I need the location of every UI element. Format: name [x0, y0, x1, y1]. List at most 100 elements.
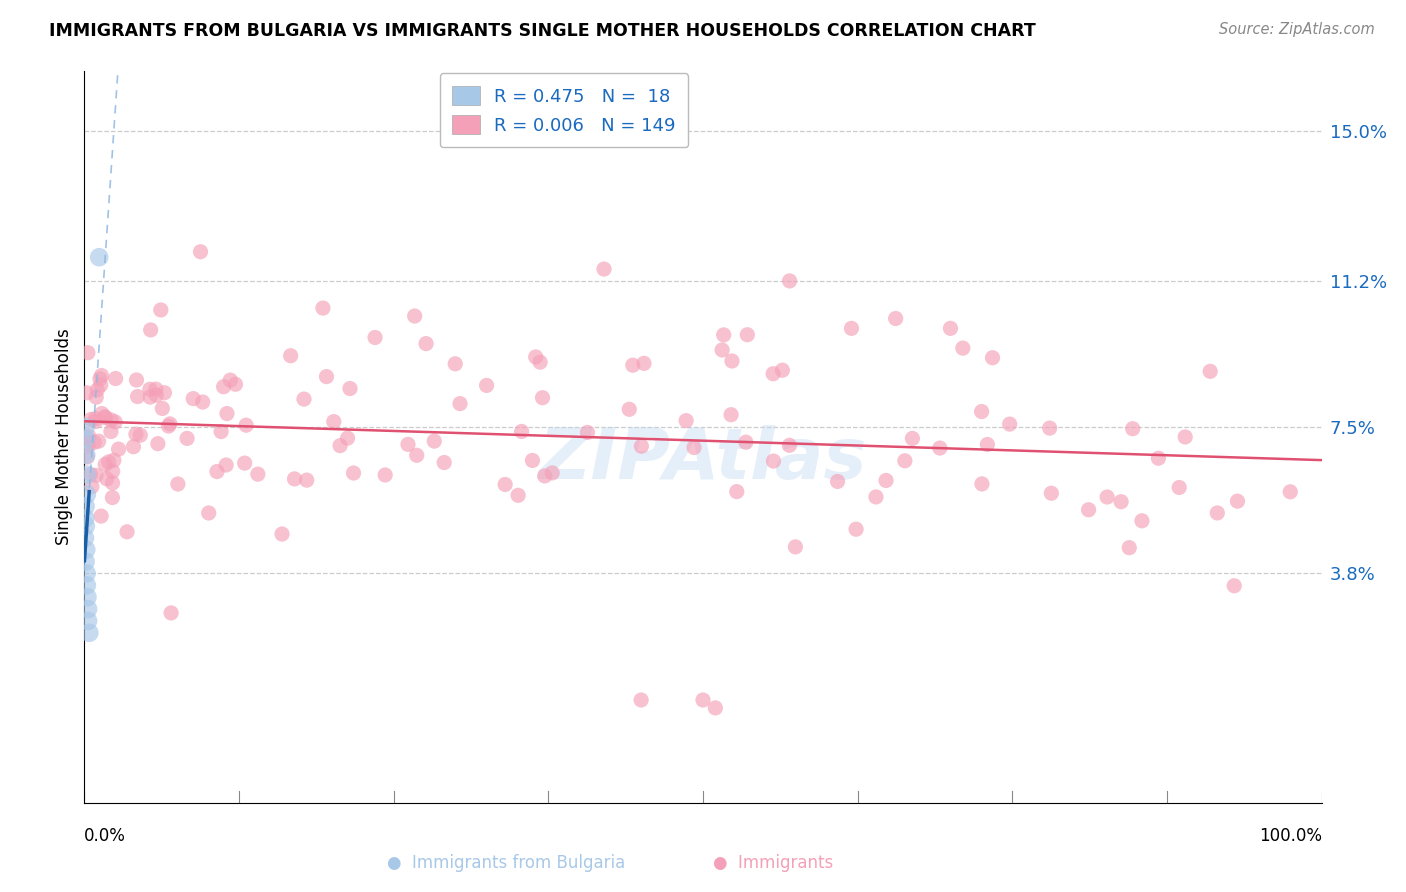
Point: [73, 531, 96, 545]
Point: [711, 343, 734, 357]
Point: [246, 467, 269, 482]
Point: [1109, 494, 1132, 508]
Point: [737, 327, 759, 342]
Text: 0.0%: 0.0%: [84, 827, 127, 845]
Point: [1168, 481, 1191, 495]
Point: [89, 250, 111, 264]
Point: [139, 390, 162, 404]
Point: [292, 392, 315, 406]
Point: [215, 407, 238, 421]
Point: [139, 382, 162, 396]
Point: [97, 455, 120, 469]
Point: [1040, 486, 1063, 500]
Point: [779, 274, 801, 288]
Text: Source: ZipAtlas.com: Source: ZipAtlas.com: [1219, 22, 1375, 37]
Point: [101, 464, 124, 478]
Point: [77, 439, 100, 453]
Point: [125, 427, 148, 442]
Point: [1122, 422, 1144, 436]
Point: [94, 458, 117, 472]
Point: [96, 472, 118, 486]
Point: [157, 419, 180, 434]
Point: [884, 311, 907, 326]
Legend: R = 0.475   N =  18, R = 0.006   N = 149: R = 0.475 N = 18, R = 0.006 N = 149: [440, 73, 688, 147]
Point: [998, 417, 1021, 431]
Point: [101, 491, 124, 505]
Point: [127, 390, 149, 404]
Point: [87, 434, 110, 449]
Point: [75, 432, 97, 446]
Point: [77, 614, 100, 628]
Point: [970, 476, 993, 491]
Point: [79, 625, 101, 640]
Point: [827, 475, 849, 489]
Point: [522, 453, 544, 467]
Point: [100, 413, 122, 427]
Point: [1095, 490, 1118, 504]
Point: [160, 606, 183, 620]
Point: [423, 434, 446, 449]
Point: [1223, 579, 1246, 593]
Point: [630, 693, 652, 707]
Point: [104, 371, 127, 385]
Point: [875, 474, 897, 488]
Point: [76, 467, 98, 482]
Point: [510, 425, 533, 439]
Point: [181, 392, 204, 406]
Point: [76, 487, 98, 501]
Point: [76, 450, 98, 464]
Text: ZIPAtlas: ZIPAtlas: [538, 425, 868, 493]
Point: [721, 354, 744, 368]
Point: [533, 469, 555, 483]
Point: [86, 383, 108, 397]
Point: [215, 458, 238, 472]
Point: [76, 591, 98, 605]
Point: [508, 488, 530, 502]
Point: [89, 372, 111, 386]
Point: [619, 402, 641, 417]
Point: [76, 435, 98, 450]
Point: [295, 473, 318, 487]
Text: 100.0%: 100.0%: [1258, 827, 1322, 845]
Point: [104, 415, 127, 429]
Point: [1077, 502, 1099, 516]
Point: [770, 363, 793, 377]
Point: [145, 382, 167, 396]
Point: [83, 435, 105, 450]
Point: [205, 465, 228, 479]
Point: [107, 442, 129, 457]
Text: ●  Immigrants: ● Immigrants: [713, 855, 834, 872]
Point: [976, 437, 998, 451]
Point: [84, 468, 107, 483]
Point: [159, 417, 181, 431]
Point: [778, 438, 800, 452]
Text: IMMIGRANTS FROM BULGARIA VS IMMIGRANTS SINGLE MOTHER HOUSEHOLDS CORRELATION CHAR: IMMIGRANTS FROM BULGARIA VS IMMIGRANTS S…: [49, 22, 1036, 40]
Point: [541, 466, 564, 480]
Point: [75, 555, 97, 569]
Point: [762, 367, 785, 381]
Point: [494, 477, 516, 491]
Point: [621, 358, 644, 372]
Point: [84, 415, 107, 429]
Point: [197, 506, 219, 520]
Point: [952, 341, 974, 355]
Point: [675, 414, 697, 428]
Point: [235, 418, 257, 433]
Point: [433, 456, 456, 470]
Point: [894, 454, 917, 468]
Point: [212, 380, 235, 394]
Point: [576, 425, 599, 440]
Point: [981, 351, 1004, 365]
Y-axis label: Single Mother Households: Single Mother Households: [55, 329, 73, 545]
Point: [75, 542, 97, 557]
Point: [970, 404, 993, 418]
Point: [762, 454, 785, 468]
Point: [219, 373, 242, 387]
Point: [939, 321, 962, 335]
Point: [734, 435, 756, 450]
Point: [167, 477, 190, 491]
Point: [405, 448, 427, 462]
Point: [145, 388, 167, 402]
Point: [1226, 494, 1249, 508]
Point: [1039, 421, 1062, 435]
